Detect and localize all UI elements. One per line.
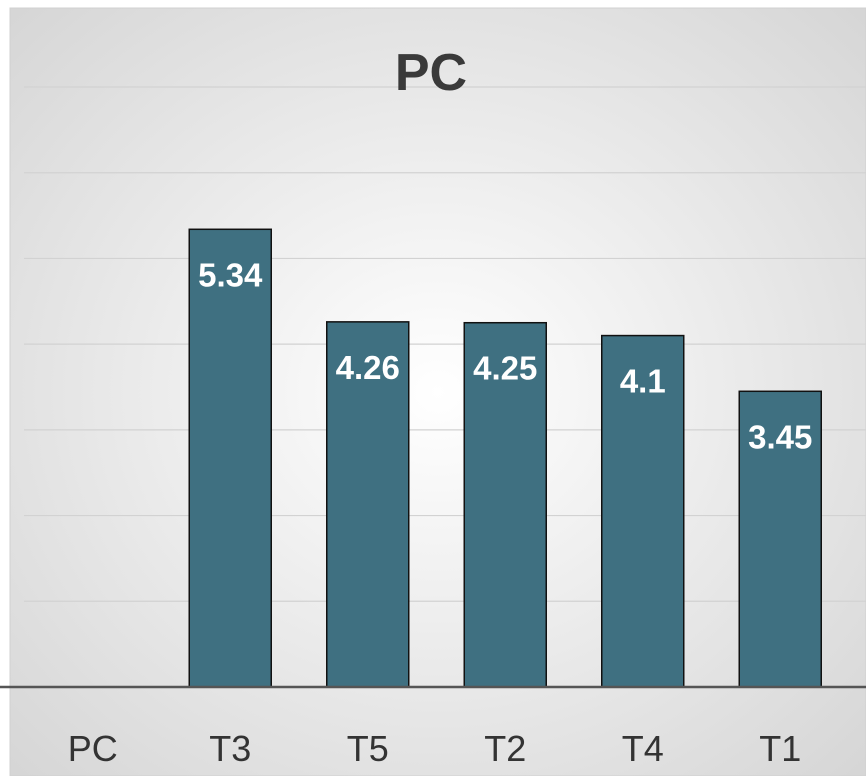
tick-label-t5: T5 bbox=[347, 728, 389, 769]
bar-t3 bbox=[188, 228, 272, 688]
tick-label-pc: PC bbox=[68, 728, 118, 769]
chart-background bbox=[9, 7, 866, 776]
tick-label-t2: T2 bbox=[484, 728, 526, 769]
data-label-t1: 3.45 bbox=[748, 418, 812, 455]
data-label-t4: 4.1 bbox=[620, 363, 666, 400]
bar-t1 bbox=[738, 390, 822, 688]
bar-t4 bbox=[601, 334, 685, 688]
bar-t5 bbox=[326, 321, 410, 688]
data-labels: 5.34 4.26 4.25 4.1 3.45 bbox=[198, 256, 812, 455]
gridlines bbox=[24, 86, 866, 602]
bars bbox=[188, 228, 822, 688]
bar-t2 bbox=[463, 321, 547, 688]
data-label-t3: 5.34 bbox=[198, 256, 263, 293]
data-label-t5: 4.26 bbox=[336, 349, 400, 386]
data-label-t2: 4.25 bbox=[473, 350, 537, 387]
tick-label-t4: T4 bbox=[622, 728, 664, 769]
chart-title: PC bbox=[395, 44, 467, 102]
tick-label-t3: T3 bbox=[209, 728, 251, 769]
tick-labels: PC T3 T5 T2 T4 T1 bbox=[68, 728, 802, 769]
tick-label-t1: T1 bbox=[759, 728, 801, 769]
